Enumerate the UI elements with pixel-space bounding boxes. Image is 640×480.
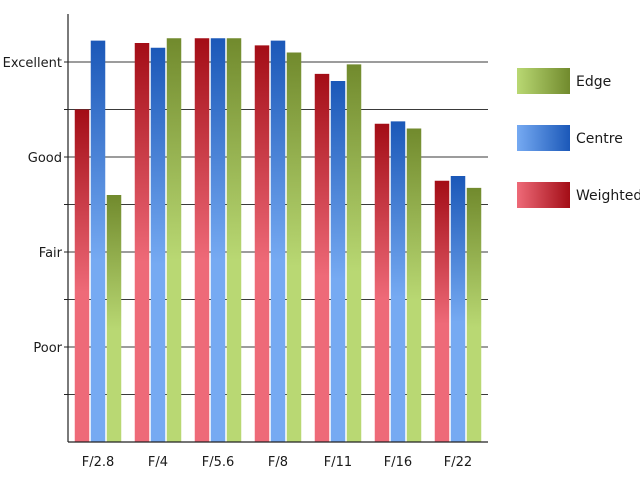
x-tick-label: F/22 (444, 455, 472, 470)
bar-edge-f11 (346, 64, 362, 442)
x-tick-label: F/11 (324, 455, 352, 470)
bar-edge-f8 (286, 52, 302, 442)
bar-centre-f4 (150, 47, 166, 442)
legend: Edge Centre Weighted (517, 68, 640, 208)
bar-centre-f11 (330, 81, 346, 442)
x-tick-label: F/8 (268, 455, 288, 470)
bar-weighted-f28 (74, 109, 90, 442)
bars (74, 38, 482, 442)
x-tick-label: F/2.8 (82, 455, 115, 470)
legend-swatch-centre (517, 125, 570, 151)
bar-centre-f16 (390, 121, 406, 442)
bar-edge-f56 (226, 38, 242, 442)
legend-swatch-edge (517, 68, 570, 94)
legend-label-weighted: Weighted (576, 188, 640, 204)
bar-weighted-f4 (134, 43, 150, 442)
legend-label-centre: Centre (576, 131, 623, 147)
x-tick-label: F/4 (148, 455, 168, 470)
y-tick-label: Excellent (3, 56, 62, 71)
bar-weighted-f56 (194, 38, 210, 442)
bar-weighted-f8 (254, 45, 270, 442)
y-tick-labels: Poor Fair Good Excellent (3, 56, 63, 356)
y-tick-label: Poor (33, 341, 62, 356)
x-tick-labels: F/2.8 F/4 F/5.6 F/8 F/11 F/16 F/22 (82, 455, 472, 470)
y-tick-label: Good (28, 151, 62, 166)
legend-swatch-weighted (517, 182, 570, 208)
bar-centre-f56 (210, 38, 226, 442)
bar-weighted-f11 (314, 73, 330, 442)
legend-label-edge: Edge (576, 74, 611, 90)
bar-edge-f16 (406, 128, 422, 442)
bar-edge-f4 (166, 38, 182, 442)
bar-centre-f22 (450, 176, 466, 442)
bar-edge-f22 (466, 187, 482, 442)
x-tick-label: F/16 (384, 455, 412, 470)
bar-weighted-f16 (374, 123, 390, 442)
bar-weighted-f22 (434, 180, 450, 442)
x-tick-label: F/5.6 (202, 455, 235, 470)
bar-centre-f8 (270, 40, 286, 442)
bar-edge-f28 (106, 195, 122, 442)
y-tick-label: Fair (39, 246, 63, 261)
axes (64, 14, 488, 443)
bar-centre-f28 (90, 40, 106, 442)
